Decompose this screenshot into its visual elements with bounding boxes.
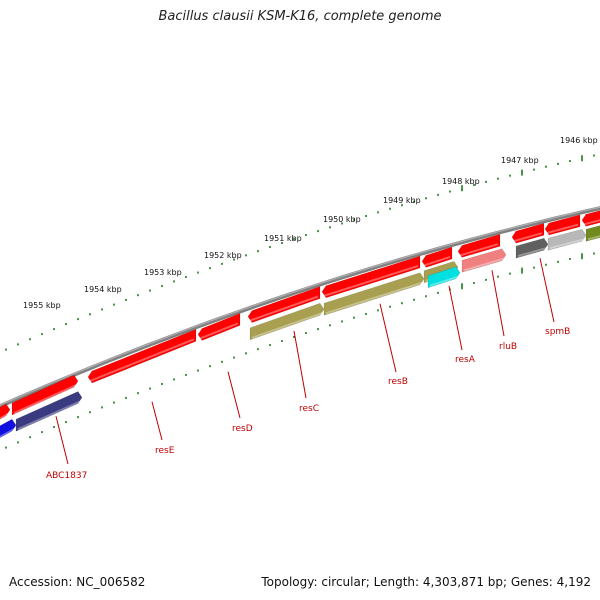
kbp-label-1946: 1946 kbp: [560, 136, 598, 145]
gene-features: [0, 210, 600, 439]
gene-blue-shade: [0, 428, 15, 438]
callout-resd: [227, 371, 241, 419]
kbp-label-1952: 1952 kbp: [204, 251, 242, 260]
gene-arrow-5-shade: [546, 223, 579, 234]
gene-rlub-shade: [463, 257, 505, 272]
accession-text: Accession: NC_006582: [9, 575, 146, 589]
gene-arrow-6: [581, 210, 600, 227]
gene-arrow-2-shade: [13, 384, 77, 414]
gene-spmb-shade: [517, 247, 547, 258]
gene-label-resb: resB: [388, 377, 408, 387]
gene-label-abc1837: ABC1837: [46, 471, 87, 481]
gene-arrow-resa-shade: [423, 256, 451, 267]
gene-arrow-2: [11, 374, 79, 416]
gene-label-resd: resD: [232, 424, 253, 434]
gene-cyan: [427, 266, 461, 289]
kbp-label-1954: 1954 kbp: [84, 285, 122, 294]
callout-rlub: [491, 270, 505, 337]
gene-green-shade: [587, 235, 600, 241]
gene-arrow-rlub-top: [457, 233, 501, 258]
gene-blue: [0, 418, 17, 439]
callout-resc: [293, 330, 307, 399]
gene-label-spmb: spmB: [545, 327, 570, 337]
gene-arrow-resa: [421, 246, 453, 268]
genome-backbone: [0, 206, 600, 409]
kbp-label-1953: 1953 kbp: [144, 268, 182, 277]
kbp-label-1951: 1951 kbp: [264, 234, 302, 243]
backbone-ring: [0, 206, 600, 409]
callout-abc1837: [55, 416, 69, 465]
gene-gray-2-shade: [549, 238, 585, 250]
callout-rese: [151, 401, 163, 441]
inner-kbp-ticks: [5, 252, 595, 449]
gene-arrow-5: [544, 214, 581, 236]
backbone-highlight: [0, 206, 600, 406]
gene-rlub: [461, 248, 507, 273]
gene-label-rlub: rluB: [499, 342, 517, 352]
gene-label-resc: resC: [299, 404, 319, 414]
gene-label-resa: resA: [455, 355, 476, 365]
gene-arrow-rlub-top-shade: [459, 243, 499, 257]
gene-olive-2: [323, 272, 425, 316]
gene-label-rese: resE: [155, 446, 175, 456]
gene-arrow-resd-shade: [199, 322, 239, 340]
gene-abc1837-shade: [17, 400, 81, 431]
gene-arrow-resd: [197, 312, 241, 341]
genome-summary-text: Topology: circular; Length: 4,303,871 bp…: [261, 575, 591, 589]
gene-arrow-4-shade: [513, 232, 543, 243]
kbp-label-1949: 1949 kbp: [383, 196, 421, 205]
gene-arrow-resb-shade: [323, 265, 419, 297]
gene-arrow-1-shade: [0, 412, 9, 420]
gene-arrow-rese: [87, 328, 197, 384]
kbp-label-1947: 1947 kbp: [501, 156, 539, 165]
gene-cyan-shade: [429, 275, 459, 287]
gene-spmb: [515, 237, 549, 259]
gene-arrow-resc-shade: [249, 295, 319, 322]
gene-gray-2: [547, 228, 587, 251]
gene-olive-1-shade: [251, 312, 323, 339]
genome-title: Bacillus clausii KSM-K16, complete genom…: [158, 9, 442, 24]
callout-resb: [379, 303, 397, 373]
gene-arrow-6-shade: [583, 219, 600, 226]
kbp-label-1948: 1948 kbp: [442, 177, 480, 186]
callout-resa: [448, 285, 463, 351]
gene-olive-2-shade: [325, 281, 423, 315]
gene-callouts: [55, 258, 555, 465]
gene-arrow-4: [511, 222, 545, 244]
gene-arrow-resc: [247, 286, 321, 323]
gene-arrow-1: [0, 403, 11, 420]
callout-spmb: [539, 258, 555, 323]
gene-green: [585, 225, 600, 242]
gene-arrow-resb: [321, 255, 421, 299]
gene-abc1837: [15, 391, 83, 432]
outer-kbp-ticks: [5, 154, 595, 351]
kbp-label-1955: 1955 kbp: [23, 301, 61, 310]
kbp-label-1950: 1950 kbp: [323, 215, 361, 224]
gene-olive-1: [249, 302, 325, 341]
gene-arrow-rese-shade: [89, 338, 195, 382]
